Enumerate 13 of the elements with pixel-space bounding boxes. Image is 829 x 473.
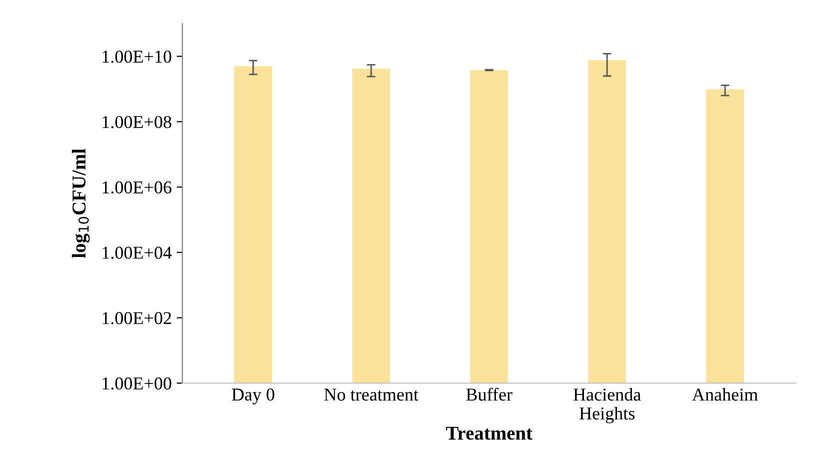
x-tick-label: Day 0 (232, 388, 274, 404)
y-tick-label: 1.00E+10 (102, 50, 172, 63)
x-tick-label: Anaheim (692, 388, 758, 401)
x-tick-label: Hacienda Heights (574, 388, 641, 424)
x-tick-label: Buffer (466, 388, 512, 401)
y-axis-title: log$_{10}$CFU/ml (72, 148, 90, 258)
y-tick-label: 1.00E+04 (102, 246, 172, 259)
x-axis-title: Treatment (446, 426, 532, 440)
y-tick-label: 1.00E+02 (102, 312, 171, 324)
y-tick-label: 1.00E+06 (102, 181, 172, 194)
y-tick-label: 1.00E+08 (102, 116, 172, 128)
y-tick-label: 1.00E+00 (102, 377, 172, 390)
x-tick-label: No treatment (324, 388, 418, 401)
